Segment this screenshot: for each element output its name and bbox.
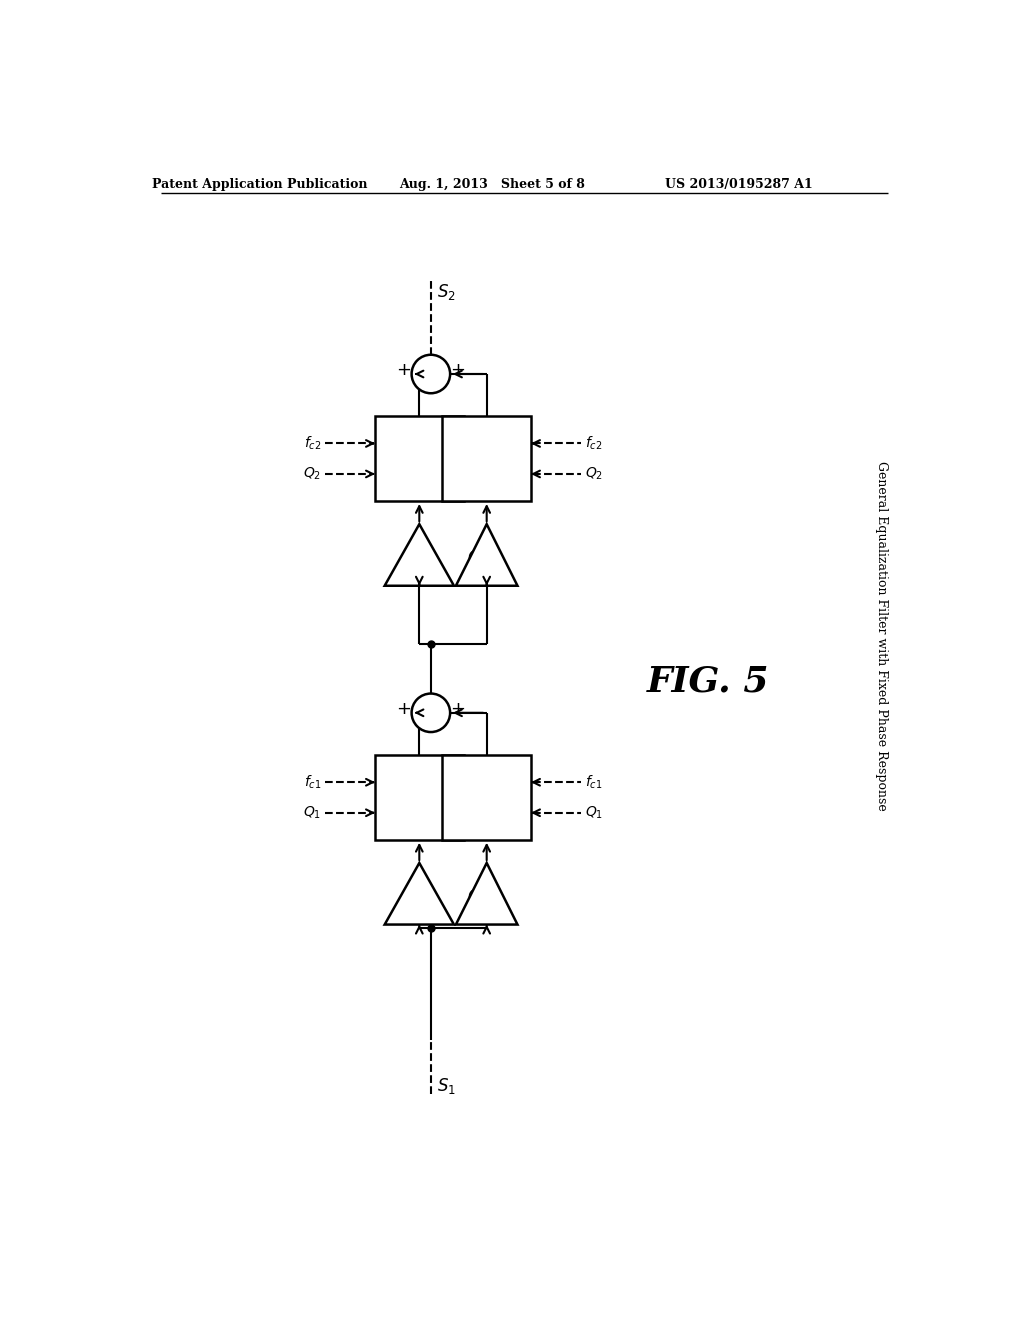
Text: n x HP4: n x HP4	[456, 791, 517, 804]
Text: +: +	[451, 362, 465, 379]
Text: $f_{c1}$: $f_{c1}$	[585, 774, 602, 791]
Text: Aug. 1, 2013   Sheet 5 of 8: Aug. 1, 2013 Sheet 5 of 8	[399, 178, 586, 190]
Polygon shape	[456, 863, 517, 924]
Text: US 2013/0195287 A1: US 2013/0195287 A1	[665, 178, 813, 190]
Text: $S_1$: $S_1$	[437, 1076, 456, 1096]
Text: $Q_1$: $Q_1$	[303, 805, 322, 821]
Polygon shape	[456, 524, 517, 586]
Bar	[442, 755, 531, 840]
Text: FIG. 5: FIG. 5	[646, 665, 769, 700]
Text: $Q_2$: $Q_2$	[585, 466, 603, 482]
Text: $S_2$: $S_2$	[437, 281, 456, 301]
Text: General Equalization Filter with Fixed Phase Response: General Equalization Filter with Fixed P…	[874, 461, 888, 810]
Text: $Q_2$: $Q_2$	[303, 466, 322, 482]
Text: $G_{LP1}$: $G_{LP1}$	[400, 887, 432, 907]
Polygon shape	[385, 863, 454, 924]
Text: +: +	[396, 700, 412, 718]
Text: $Q_1$: $Q_1$	[585, 805, 603, 821]
Bar	[375, 416, 464, 502]
Polygon shape	[385, 524, 454, 586]
Text: Patent Application Publication: Patent Application Publication	[153, 178, 368, 190]
Text: n x LP4: n x LP4	[390, 791, 449, 804]
Text: $G_{HP1}$: $G_{HP1}$	[467, 887, 501, 907]
Text: m x HP4: m x HP4	[454, 451, 520, 466]
Text: $f_{c2}$: $f_{c2}$	[585, 434, 602, 453]
Text: $G_{LP2}$: $G_{LP2}$	[400, 549, 432, 568]
Circle shape	[412, 355, 451, 393]
Text: +: +	[396, 362, 412, 379]
Text: $f_{c1}$: $f_{c1}$	[304, 774, 322, 791]
Text: +: +	[451, 700, 465, 718]
Circle shape	[412, 693, 451, 733]
Text: $G_{HP2}$: $G_{HP2}$	[467, 549, 501, 568]
Text: m x LP4: m x LP4	[388, 451, 451, 466]
Text: $f_{c2}$: $f_{c2}$	[304, 434, 322, 453]
Bar	[442, 416, 531, 502]
Bar	[375, 755, 464, 840]
